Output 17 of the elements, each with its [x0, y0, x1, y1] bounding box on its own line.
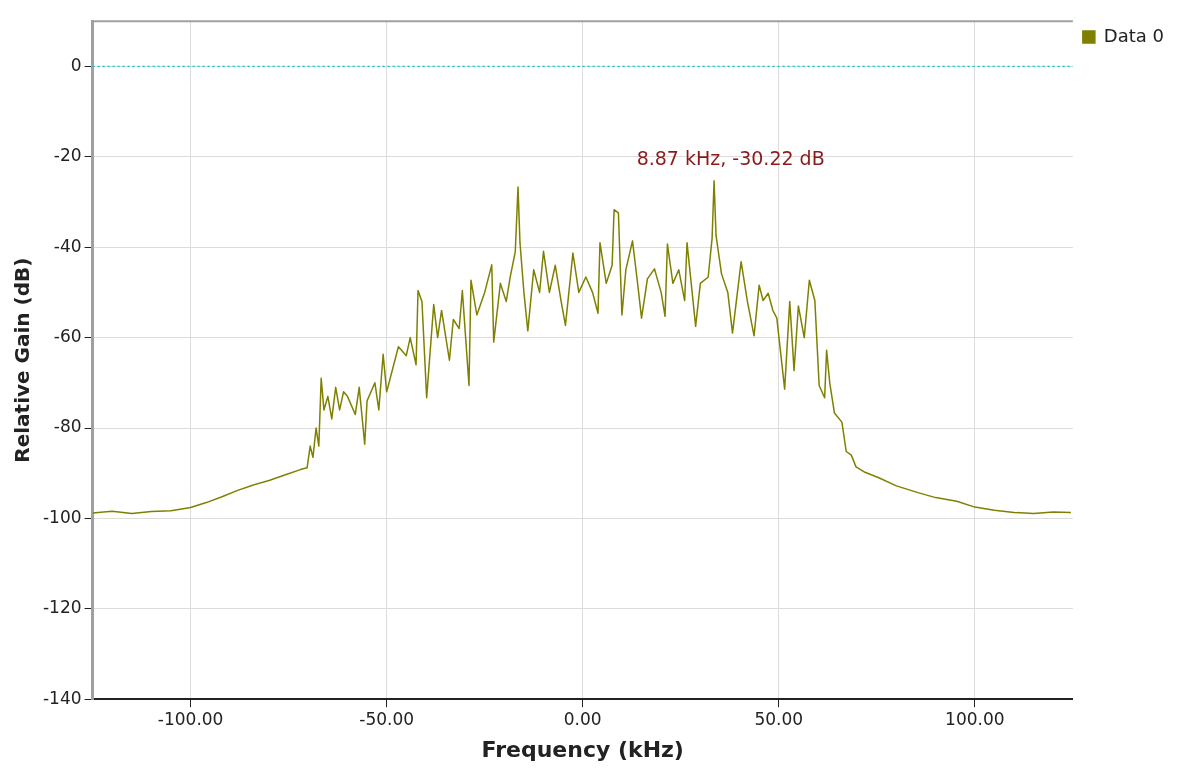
y-axis-title: Relative Gain (dB) [10, 257, 35, 463]
x-tick-label: -50.00 [359, 708, 415, 729]
y-tick-label: -20 [53, 145, 82, 166]
x-axis-title: Frequency (kHz) [481, 736, 684, 762]
x-tick-label: 50.00 [754, 708, 804, 729]
y-tick-label: -100 [42, 506, 82, 527]
y-tick-label: -120 [42, 597, 82, 618]
legend-label: Data 0 [1103, 24, 1164, 46]
y-tick-label: -60 [53, 326, 82, 347]
x-tick-label: 0.00 [563, 708, 602, 729]
y-tick-label: -40 [53, 235, 82, 256]
x-tick-label: 100.00 [945, 708, 1005, 729]
x-tick-label: -100.00 [157, 708, 224, 729]
y-tick-label: -140 [42, 687, 82, 708]
y-tick-label: -80 [53, 416, 82, 437]
annotation: 8.87 kHz, -30.22 dB [636, 147, 825, 170]
y-tick-label: 0 [70, 54, 82, 75]
